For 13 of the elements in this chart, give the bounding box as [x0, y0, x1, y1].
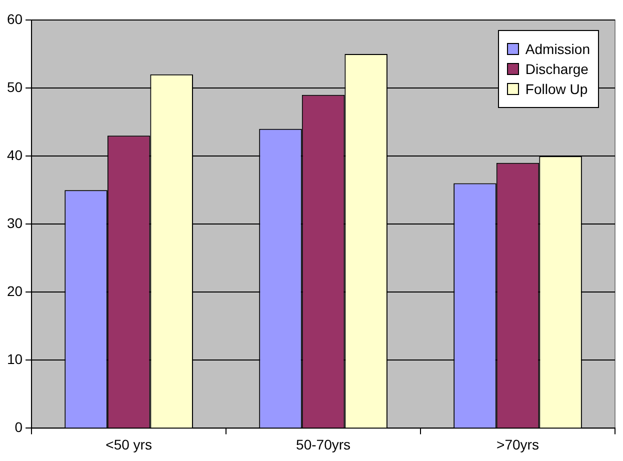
y-tick-label: 40 [6, 146, 23, 163]
y-tick-label: 0 [14, 419, 23, 436]
x-tick-label: 50-70yrs [296, 436, 351, 452]
y-tick-label: 20 [6, 282, 23, 299]
legend-label: Discharge [525, 61, 588, 77]
legend-label: Admission [525, 41, 590, 57]
legend-label: Follow Up [525, 81, 588, 97]
x-tick-label: >70yrs [496, 436, 539, 452]
x-tick-label: <50 yrs [106, 436, 152, 452]
y-tick-label: 60 [6, 10, 23, 27]
y-tick-label: 30 [6, 214, 23, 231]
y-tick-label: 10 [6, 351, 23, 368]
y-tick-label: 50 [6, 78, 23, 95]
